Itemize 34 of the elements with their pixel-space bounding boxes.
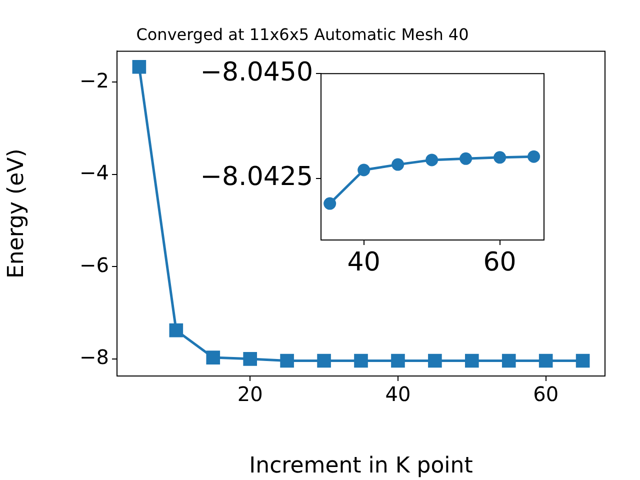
x-tick-label: 20 <box>237 382 263 406</box>
point <box>358 164 370 176</box>
point <box>317 354 331 368</box>
x-tick-label: 60 <box>533 382 559 406</box>
y-axis-title: Energy (eV) <box>4 148 29 278</box>
point <box>502 354 516 368</box>
point <box>243 352 257 366</box>
x-tick-label: 40 <box>347 247 380 278</box>
y-tick-label: −8.0450 <box>200 57 313 88</box>
y-tick-label: −2 <box>80 68 109 92</box>
chart-title: Converged at 11x6x5 Automatic Mesh 40 <box>136 24 469 44</box>
point <box>354 354 368 368</box>
point <box>280 354 294 368</box>
point <box>426 154 438 166</box>
y-tick-label: −6 <box>80 252 109 277</box>
point <box>428 354 442 368</box>
point <box>576 354 590 368</box>
point <box>465 354 479 368</box>
point <box>132 60 146 74</box>
point <box>528 150 540 163</box>
y-tick-label: −8.0425 <box>200 162 313 192</box>
x-tick-label: 60 <box>483 247 516 278</box>
y-tick-label: −4 <box>80 160 109 185</box>
point <box>169 323 184 338</box>
point <box>391 354 405 368</box>
point <box>324 197 336 210</box>
point <box>206 350 220 364</box>
point <box>538 354 553 368</box>
point <box>392 158 404 171</box>
x-tick-label: 40 <box>385 382 411 406</box>
point <box>460 152 472 165</box>
x-axis-title: Increment in K point <box>249 454 474 479</box>
y-tick-label: −8 <box>80 345 109 370</box>
point <box>494 151 506 164</box>
